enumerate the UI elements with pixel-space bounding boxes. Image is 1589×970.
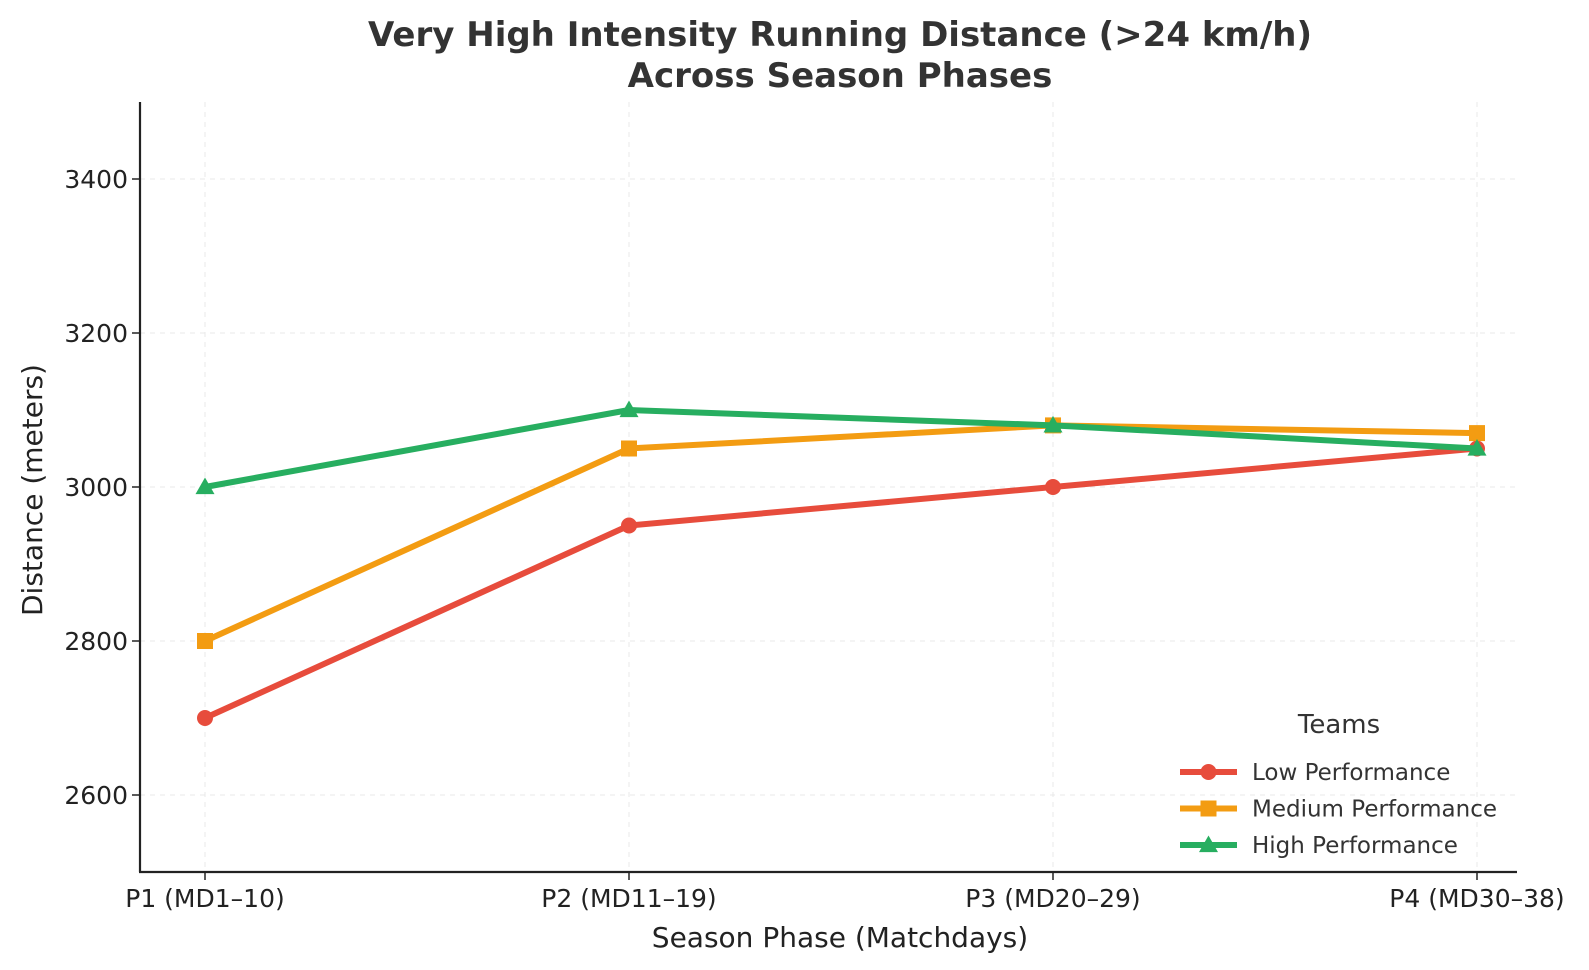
chart-subtitle: Across Season Phases [628, 56, 1053, 96]
data-point-high-performance [1467, 439, 1487, 456]
series-line-low-performance [202, 445, 1480, 721]
axes: 2600 2800 3000 3200 3400 P1 (MD1–10) P2 (MD11–… [64, 102, 1565, 913]
series-low-performance [197, 440, 1485, 726]
legend: Teams Low Performance Medium Performance Hi… [1180, 710, 1497, 859]
x-tick-label: P1 (MD1–10) [125, 884, 284, 913]
y-tick-label: 2800 [64, 627, 128, 656]
legend-label: Medium Performance [1252, 797, 1497, 823]
legend-item-medium-performance: Medium Performance [1180, 797, 1497, 823]
series-layer [195, 400, 1487, 726]
legend-label: Low Performance [1252, 760, 1450, 786]
legend-item-low-performance: Low Performance [1180, 760, 1450, 786]
y-tick-label: 3000 [64, 473, 128, 502]
data-point-low-performance [621, 517, 637, 534]
data-point-high-performance [1043, 415, 1063, 433]
data-point-medium-performance [621, 440, 637, 457]
chart-title: Very High Intensity Running Distance (>2… [368, 15, 1312, 55]
y-axis-label: Distance (meters) [16, 364, 49, 616]
legend-swatch-marker [1200, 764, 1217, 780]
data-point-low-performance [1045, 479, 1061, 495]
series-line-high-performance [202, 407, 1480, 490]
series-line-medium-performance [202, 422, 1480, 644]
grid [140, 102, 1517, 872]
legend-swatch-marker [1199, 835, 1218, 853]
x-tick-label: P2 (MD11–19) [541, 884, 716, 913]
data-point-medium-performance [197, 633, 213, 649]
data-point-low-performance [197, 710, 213, 726]
legend-swatch-marker [1200, 800, 1217, 817]
y-tick-label: 3400 [64, 165, 128, 194]
x-tick-label: P4 (MD30–38) [1389, 884, 1564, 913]
series-high-performance [195, 400, 1487, 495]
legend-title: Teams [1297, 710, 1380, 740]
y-tick-label: 3200 [64, 319, 128, 348]
data-point-high-performance [195, 477, 215, 495]
x-axis-label: Season Phase (Matchdays) [652, 921, 1028, 954]
y-tick-label: 2600 [64, 781, 128, 810]
legend-item-high-performance: High Performance [1180, 833, 1458, 859]
x-tick-label: P3 (MD20–29) [965, 884, 1140, 913]
data-point-high-performance [619, 400, 639, 418]
legend-label: High Performance [1252, 833, 1458, 859]
data-point-medium-performance [1469, 425, 1485, 442]
